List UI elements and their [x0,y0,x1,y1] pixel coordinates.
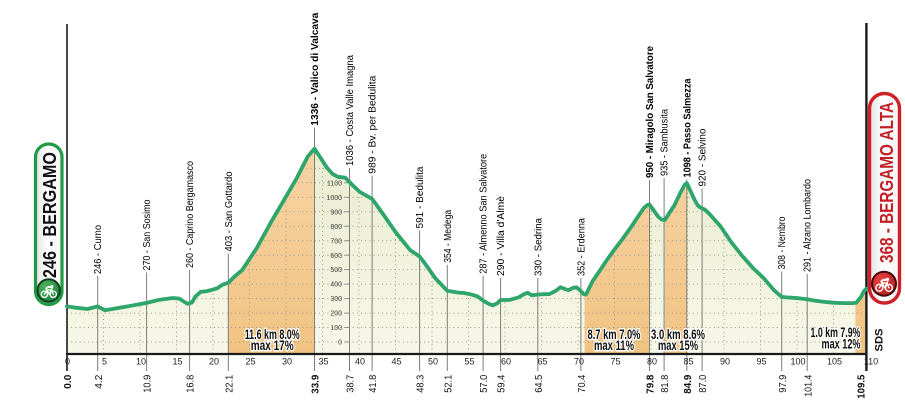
svg-text:105: 105 [827,357,842,367]
svg-text:48.3: 48.3 [416,374,427,392]
svg-text:935 - Sambusita: 935 - Sambusita [660,109,671,176]
svg-text:80: 80 [647,357,657,367]
svg-text:57.0: 57.0 [479,374,490,392]
svg-text:800: 800 [330,224,342,231]
svg-text:291 - Alzano Lombardo: 291 - Alzano Lombardo [803,179,814,272]
svg-text:10.9: 10.9 [143,374,154,392]
svg-text:200: 200 [330,311,342,318]
svg-text:64.5: 64.5 [534,374,545,392]
svg-text:max 12%: max 12% [822,336,861,352]
svg-text:11.6 km 8.0%: 11.6 km 8.0% [245,326,300,342]
svg-text:308 - Nembro: 308 - Nembro [777,216,788,269]
svg-text:max 17%: max 17% [251,337,294,353]
svg-text:30: 30 [282,357,292,367]
svg-text:35: 35 [318,357,328,367]
svg-text:287 - Almenno San Salvatore: 287 - Almenno San Salvatore [479,153,490,273]
svg-text:109.5: 109.5 [857,374,868,398]
svg-text:354 - Medega: 354 - Medega [443,209,454,262]
svg-text:15: 15 [172,357,182,367]
svg-text:16.8: 16.8 [186,374,197,392]
svg-text:600: 600 [330,253,342,260]
svg-text:352 - Erdenna: 352 - Erdenna [576,218,587,276]
svg-text:max 15%: max 15% [658,337,698,353]
svg-text:85: 85 [683,357,693,367]
svg-text:900: 900 [330,209,342,216]
svg-text:max 11%: max 11% [594,337,634,353]
svg-text:500: 500 [330,267,342,274]
svg-text:8.7 km 7.0%: 8.7 km 7.0% [588,326,641,342]
svg-text:60: 60 [501,357,511,367]
svg-text:246 - BERGAMO: 246 - BERGAMO [39,152,60,278]
svg-text:1000: 1000 [326,195,342,202]
svg-text:1336 - Valico di Valcava: 1336 - Valico di Valcava [310,12,321,125]
svg-text:40: 40 [355,357,365,367]
svg-text:920 - Selvino: 920 - Selvino [698,128,709,186]
svg-text:100: 100 [790,357,805,367]
svg-text:20: 20 [209,357,219,367]
svg-text:59.4: 59.4 [497,374,508,392]
svg-text:5: 5 [102,357,107,367]
svg-text:79.8: 79.8 [646,374,657,393]
svg-text:101.4: 101.4 [803,374,814,396]
svg-text:368 - BERGAMO ALTA: 368 - BERGAMO ALTA [876,102,897,263]
svg-text:50: 50 [428,357,438,367]
svg-text:75: 75 [610,357,620,367]
svg-text:41.8: 41.8 [368,374,379,392]
svg-text:1.0 km 7.9%: 1.0 km 7.9% [811,324,861,340]
svg-text:95: 95 [756,357,766,367]
svg-text:45: 45 [391,357,401,367]
svg-text:25: 25 [245,357,255,367]
svg-text:87.0: 87.0 [698,374,709,392]
svg-text:0.0: 0.0 [63,374,74,388]
svg-text:70: 70 [574,357,584,367]
svg-text:1036 - Costa Valle Imagna: 1036 - Costa Valle Imagna [345,55,356,166]
svg-text:270 - San Sosimo: 270 - San Sosimo [142,199,153,270]
svg-text:3.0 km 8.6%: 3.0 km 8.6% [651,326,705,342]
svg-text:38.7: 38.7 [346,374,357,392]
svg-text:55: 55 [464,357,474,367]
svg-text:65: 65 [537,357,547,367]
svg-text:403 - San Gottardo: 403 - San Gottardo [224,171,235,251]
svg-text:81.8: 81.8 [660,374,671,392]
svg-text:52.1: 52.1 [443,374,454,392]
svg-text:4.2: 4.2 [94,374,105,388]
svg-text:950 - Miragolo San Salvatore: 950 - Miragolo San Salvatore [645,46,656,178]
svg-text:33.9: 33.9 [311,374,322,393]
svg-text:84.9: 84.9 [683,374,694,393]
svg-text:700: 700 [330,238,342,245]
svg-text:70.4: 70.4 [577,374,588,392]
svg-text:0: 0 [338,340,342,347]
svg-text:260 - Caprino Bergamasco: 260 - Caprino Bergamasco [185,161,196,268]
svg-text:90: 90 [720,357,730,367]
svg-text:10: 10 [136,357,146,367]
svg-text:97.9: 97.9 [778,374,789,392]
svg-text:290 - Villa d'Almè: 290 - Villa d'Almè [496,196,507,276]
svg-text:300: 300 [330,296,342,303]
svg-text:591 - Bedulita: 591 - Bedulita [415,166,426,228]
svg-text:1100: 1100 [327,180,342,187]
svg-text:330 - Sedrina: 330 - Sedrina [533,218,544,276]
svg-text:100: 100 [330,325,342,332]
svg-text:110: 110 [864,357,878,367]
svg-text:400: 400 [330,282,342,289]
svg-text:989 - Bv. per Bedulita: 989 - Bv. per Bedulita [368,75,379,173]
svg-text:22.1: 22.1 [224,374,235,392]
svg-text:1098 - Passo Salmezza: 1098 - Passo Salmezza [682,78,693,177]
svg-text:SDS: SDS [874,329,886,352]
svg-text:246 - Curno: 246 - Curno [93,225,104,274]
